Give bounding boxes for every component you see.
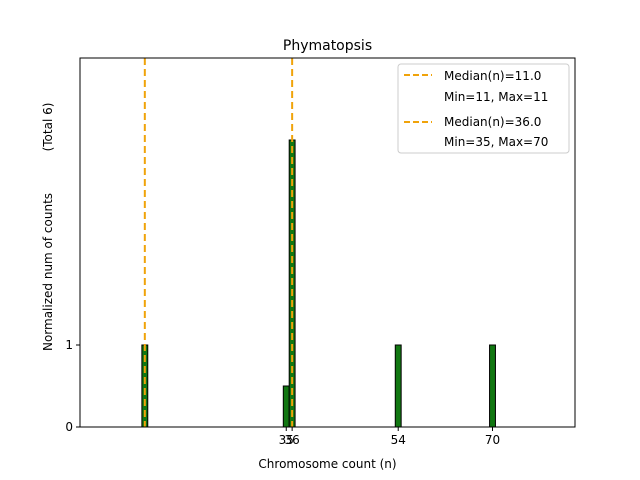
legend-frame <box>397 63 570 154</box>
y-axis: 01 <box>65 338 80 434</box>
legend-range-2-label: Min=35, Max=70 <box>444 135 548 149</box>
x-tick-label-70: 70 <box>485 433 500 447</box>
y-tick-label-0: 0 <box>65 420 73 434</box>
legend-median-1-label: Median(n)=11.0 <box>444 69 541 83</box>
y-axis-label: Normalized num of counts <box>41 193 55 351</box>
bar-70 <box>489 344 496 428</box>
x-tick-label-36: 36 <box>285 433 300 447</box>
chart-title: Phymatopsis <box>283 38 372 54</box>
x-axis-label: Chromosome count (n) <box>258 457 396 471</box>
legend-range-1-label: Min=11, Max=11 <box>444 90 548 104</box>
legend-median-2-label: Median(n)=36.0 <box>444 115 541 129</box>
x-tick-label-35: 35 <box>279 433 294 447</box>
y-tick-label-1: 1 <box>65 338 73 352</box>
y-axis-total-note: (Total 6) <box>41 103 55 152</box>
bar-35 <box>282 385 290 428</box>
axes-frame <box>79 57 576 428</box>
legend: Median(n)=11.0 Min=11, Max=11 Median(n)=… <box>397 63 570 154</box>
bar-54 <box>394 344 402 428</box>
x-tick-label-54: 54 <box>391 433 406 447</box>
